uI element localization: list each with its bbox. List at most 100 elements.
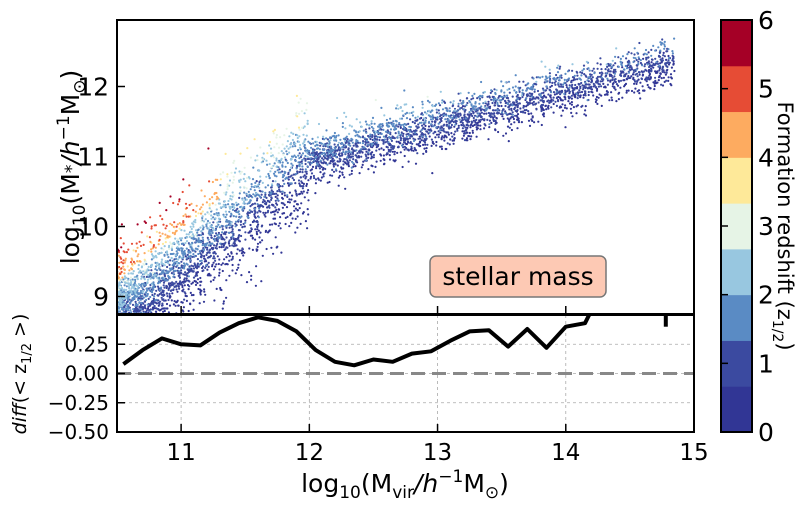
galaxy-point [220, 263, 223, 266]
galaxy-point [662, 76, 666, 79]
galaxy-point [190, 294, 193, 297]
galaxy-point [362, 140, 365, 143]
galaxy-point [130, 291, 133, 294]
galaxy-point [188, 267, 191, 270]
galaxy-point [232, 194, 235, 197]
galaxy-point [251, 203, 254, 206]
galaxy-point [324, 167, 327, 171]
galaxy-point [438, 104, 442, 107]
galaxy-point [496, 109, 499, 112]
galaxy-point [578, 83, 581, 86]
galaxy-point [327, 153, 330, 156]
galaxy-point [585, 75, 588, 78]
galaxy-point [157, 243, 160, 246]
galaxy-point [209, 224, 212, 228]
galaxy-point [266, 211, 269, 214]
galaxy-point [138, 301, 141, 304]
galaxy-point [216, 234, 219, 237]
galaxy-point [585, 86, 588, 89]
galaxy-point [155, 269, 159, 272]
galaxy-point [305, 172, 308, 175]
galaxy-point [238, 213, 241, 216]
galaxy-point [473, 92, 476, 95]
galaxy-point [445, 109, 448, 112]
galaxy-point [153, 295, 156, 298]
galaxy-point [226, 173, 229, 176]
galaxy-point [497, 104, 500, 107]
galaxy-point [221, 231, 224, 234]
galaxy-point [225, 226, 228, 229]
galaxy-point [444, 118, 447, 121]
galaxy-point [597, 96, 600, 99]
galaxy-point [171, 259, 174, 262]
galaxy-point [617, 92, 620, 95]
galaxy-point [279, 136, 282, 139]
galaxy-point [528, 87, 531, 90]
galaxy-point [532, 77, 535, 80]
galaxy-point [307, 213, 310, 216]
galaxy-point [655, 61, 658, 64]
galaxy-point [560, 76, 563, 79]
galaxy-point [146, 235, 149, 238]
galaxy-point [185, 256, 188, 259]
galaxy-point [549, 91, 553, 94]
galaxy-point [181, 190, 184, 194]
galaxy-point [584, 114, 588, 117]
galaxy-point [470, 120, 473, 123]
galaxy-point [185, 233, 188, 236]
galaxy-point [253, 189, 256, 192]
galaxy-point [661, 38, 664, 41]
galaxy-point [314, 178, 318, 181]
galaxy-point [463, 108, 466, 111]
galaxy-point [250, 274, 253, 277]
galaxy-point [671, 50, 674, 53]
galaxy-point [648, 64, 652, 67]
galaxy-point [295, 112, 298, 115]
galaxy-point [612, 81, 615, 85]
galaxy-point [155, 264, 158, 267]
galaxy-point [431, 105, 434, 108]
galaxy-point [127, 272, 130, 275]
galaxy-point [162, 281, 166, 284]
galaxy-point [120, 267, 123, 270]
galaxy-point [270, 166, 273, 169]
x-tick-label: 11 [166, 440, 195, 466]
galaxy-point [407, 160, 410, 163]
galaxy-point [560, 85, 563, 88]
galaxy-point [137, 264, 140, 267]
galaxy-point [368, 127, 371, 130]
galaxy-point [172, 273, 175, 276]
galaxy-point [475, 128, 478, 131]
galaxy-point [222, 302, 225, 305]
galaxy-point [182, 281, 185, 284]
galaxy-point [472, 97, 475, 100]
galaxy-point [547, 107, 550, 110]
galaxy-point [188, 235, 191, 238]
galaxy-point [548, 81, 552, 84]
galaxy-point [147, 297, 150, 300]
galaxy-point [326, 138, 329, 141]
galaxy-point [497, 96, 500, 99]
galaxy-point [262, 198, 265, 201]
galaxy-point [359, 141, 362, 144]
galaxy-point [521, 110, 525, 113]
galaxy-point [197, 234, 201, 237]
galaxy-point [332, 165, 335, 168]
galaxy-point [129, 261, 133, 264]
galaxy-point [392, 120, 395, 123]
galaxy-point [625, 72, 628, 75]
galaxy-point [488, 107, 491, 110]
galaxy-point [558, 76, 561, 79]
galaxy-point [648, 74, 651, 77]
galaxy-point [329, 156, 332, 159]
galaxy-point [338, 154, 342, 157]
galaxy-point [355, 149, 358, 152]
galaxy-point [471, 94, 474, 97]
galaxy-point [309, 177, 312, 180]
galaxy-point [247, 195, 250, 198]
galaxy-point [229, 207, 232, 210]
galaxy-point [525, 89, 528, 92]
galaxy-point [122, 278, 125, 281]
galaxy-point [587, 86, 590, 89]
galaxy-point [281, 190, 284, 193]
